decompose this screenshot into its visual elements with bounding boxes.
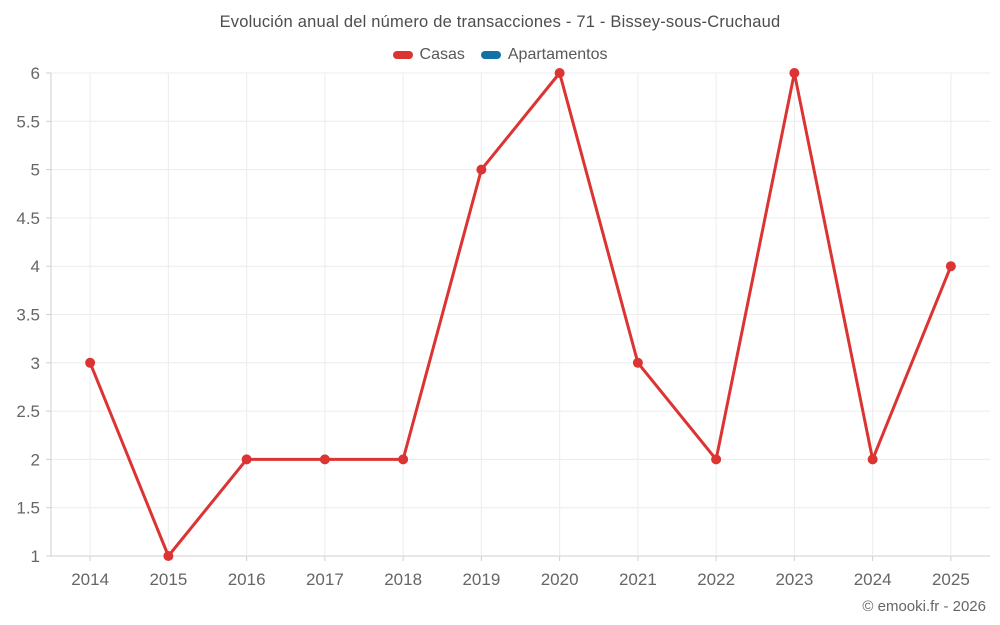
x-tick-label: 2021 (619, 570, 657, 589)
y-tick-label: 1 (31, 547, 40, 566)
x-tick-label: 2014 (71, 570, 109, 589)
copyright-text: © emooki.fr - 2026 (862, 598, 986, 615)
data-point (945, 261, 956, 272)
data-point (85, 357, 96, 368)
data-point (867, 454, 878, 465)
data-point (476, 164, 487, 175)
y-tick-label: 4 (31, 257, 40, 276)
x-gridlines: 2014 2015 2016 2017 2018 2019 2020 2021 2022 2023… (71, 73, 970, 589)
legend-swatch-apartamentos (480, 51, 501, 59)
y-tick-label: 2.5 (16, 402, 40, 421)
legend-item-apartamentos[interactable]: Apartamentos (480, 46, 608, 64)
y-tick-label: 5.5 (16, 112, 40, 131)
chart-title: Evolución anual del número de transaccio… (219, 13, 781, 31)
x-tick-label: 2023 (775, 570, 813, 589)
chart-legend: Casas Apartamentos (0, 46, 1000, 64)
y-tick-label: 5 (31, 161, 40, 180)
x-tick-label: 2018 (384, 570, 422, 589)
legend-label-casas: Casas (419, 46, 465, 63)
data-point (711, 454, 722, 465)
x-tick-label: 2019 (462, 570, 500, 589)
data-point (241, 454, 252, 465)
y-tick-label: 1.5 (16, 499, 40, 518)
x-tick-label: 2015 (149, 570, 187, 589)
legend-item-casas[interactable]: Casas (392, 46, 465, 64)
legend-swatch-casas (392, 51, 413, 59)
y-tick-label: 3 (31, 354, 40, 373)
x-tick-label: 2020 (541, 570, 579, 589)
x-tick-label: 2016 (228, 570, 266, 589)
data-point (632, 357, 643, 368)
series-casas (85, 68, 956, 561)
y-tick-label: 6 (31, 64, 40, 83)
legend-label-apartamentos: Apartamentos (507, 46, 608, 63)
y-tick-label: 2 (31, 450, 40, 469)
data-point (789, 68, 800, 78)
data-point (319, 454, 330, 465)
data-point (398, 454, 409, 465)
y-tick-label: 4.5 (16, 209, 40, 228)
x-tick-label: 2017 (306, 570, 344, 589)
x-tick-label: 2024 (854, 570, 892, 589)
data-point (554, 68, 565, 78)
y-tick-label: 3.5 (16, 306, 40, 325)
x-tick-label: 2022 (697, 570, 735, 589)
x-tick-label: 2025 (932, 570, 970, 589)
data-point (163, 551, 174, 561)
